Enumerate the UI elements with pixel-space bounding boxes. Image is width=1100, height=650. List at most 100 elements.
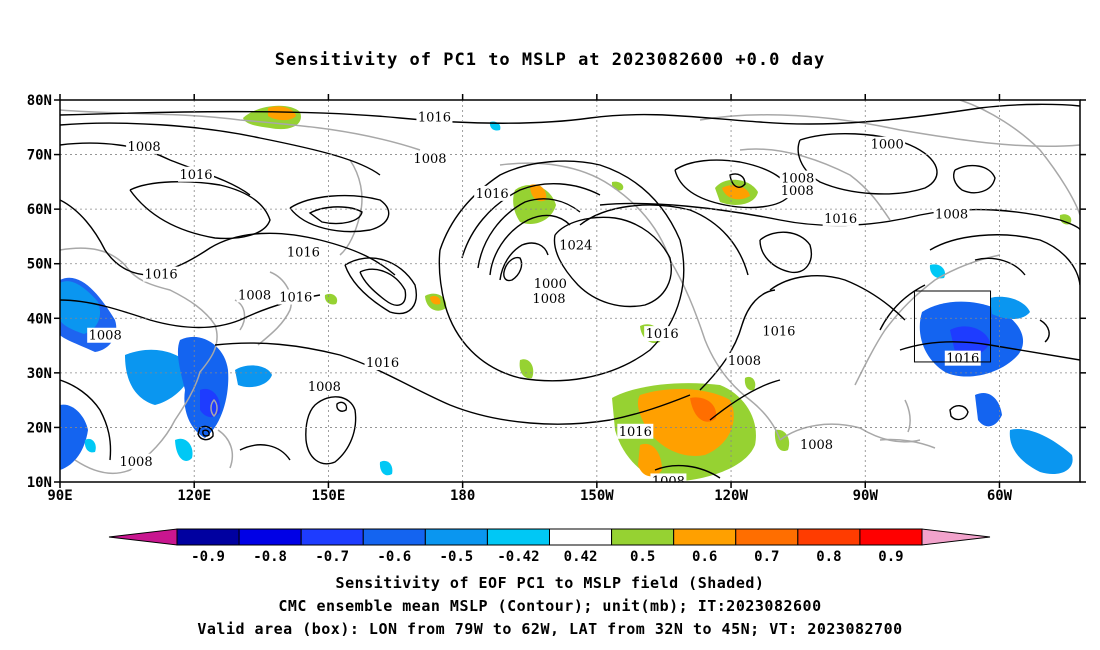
coastline-florida (904, 399, 911, 433)
colorbar-segment (424, 528, 488, 546)
contour-line (899, 341, 1080, 361)
contour-label: 1016 (279, 291, 312, 306)
shade-blob (324, 293, 338, 305)
caption-contour: CMC ensemble mean MSLP (Contour); unit(m… (278, 597, 822, 615)
lat-label: 50N (27, 257, 52, 273)
colorbar: -0.9 -0.8 -0.7 -0.6 -0.5 -0.42 0.42 0.5 0.6 0.7 0.… (108, 528, 991, 565)
contour-line (60, 199, 396, 276)
colorbar-segment (797, 528, 861, 546)
contour-label-bg (285, 244, 322, 260)
contour-label-bg (143, 266, 180, 282)
shade-blob (84, 438, 96, 453)
colorbar-label: 0.8 (816, 549, 841, 565)
contour-label-bg (236, 287, 273, 303)
shade-blob (235, 365, 272, 388)
contour-label-bg (118, 453, 155, 469)
coastline-arctic-na (699, 114, 1080, 148)
colorbar-segment (362, 528, 426, 546)
coastline-hudson (739, 148, 891, 221)
contour-line (769, 275, 906, 321)
contour-label: 1008 (413, 152, 446, 167)
lon-label: 90W (853, 488, 879, 504)
lat-label: 10N (27, 475, 52, 491)
lat-label: 30N (27, 366, 52, 382)
colorbar-label: -0.42 (497, 549, 539, 565)
contour-label-bg (617, 423, 654, 439)
lat-label: 40N (27, 311, 52, 327)
colorbar-segment (611, 528, 675, 546)
shading-positive (243, 105, 1072, 482)
lat-label: 20N (27, 420, 52, 436)
colorbar-label: 0.9 (878, 549, 903, 565)
contour-line (308, 206, 363, 225)
contour-label: 1016 (366, 356, 399, 371)
contour-line (60, 294, 321, 329)
colorbar-segment (735, 528, 799, 546)
contour-label-bg (869, 136, 906, 152)
contour-line (599, 202, 1080, 231)
contour-line (344, 257, 417, 315)
contour-label-bg (530, 291, 567, 307)
contour-line (949, 405, 969, 421)
chart-title: Sensitivity of PC1 to MSLP at 2023082600… (274, 50, 826, 70)
contour-label-bg (644, 326, 681, 342)
lon-label: 120W (714, 488, 748, 504)
colorbar-label: -0.6 (377, 549, 411, 565)
contour-label: 1008 (652, 474, 685, 489)
caption-valid-area: Valid area (box): LON from 79W to 62W, L… (197, 620, 903, 638)
valid-area-box (913, 290, 992, 363)
shade-blob (200, 388, 221, 418)
shade-blob (722, 185, 750, 200)
contour-line (477, 198, 581, 269)
contour-label-bg (416, 109, 453, 125)
contour-label-bg (779, 170, 816, 186)
colorbar-segment (859, 528, 923, 546)
contour-line (553, 216, 672, 308)
contour-label-bg (779, 183, 816, 199)
coastline-na-east (854, 254, 1001, 386)
colorbar-label: 0.5 (630, 549, 655, 565)
contour-label-bg (933, 206, 970, 222)
shade-blob (60, 404, 88, 470)
contour-label: 1008 (238, 288, 271, 303)
shade-blob (1009, 429, 1073, 475)
colorbar-segment (486, 528, 550, 546)
contour-label: 1016 (946, 352, 979, 367)
contour-line (953, 164, 996, 194)
shade-blob (175, 438, 193, 461)
lat-label: 60N (27, 202, 52, 218)
shade-blob (125, 349, 191, 405)
contour-label-bg (306, 379, 343, 395)
contour-label-bg (760, 323, 797, 339)
colorbar-label: -0.8 (253, 549, 287, 565)
contour-label: 1000 (871, 138, 904, 153)
coastline-na-west (669, 259, 781, 441)
contour-label: 1016 (418, 110, 451, 125)
contour-label: 1008 (781, 184, 814, 199)
contour-line (709, 379, 781, 421)
colorbar-segment (300, 528, 364, 546)
contour-label-bg (726, 352, 763, 368)
contour-line (336, 401, 348, 412)
contour-label: 1000 (534, 277, 567, 292)
contour-label: 1024 (559, 239, 592, 254)
shade-blob (990, 296, 1030, 319)
contour-line (197, 425, 214, 441)
colorbar-label: -0.7 (315, 549, 349, 565)
shade-blob (975, 392, 1002, 427)
contour-label-bg (822, 210, 859, 226)
contour-label: 1008 (800, 438, 833, 453)
shade-blob (690, 397, 717, 422)
colorbar-label: 0.42 (564, 549, 598, 565)
colorbar-high-arrow (921, 528, 991, 546)
contour-line (1039, 319, 1050, 343)
colorbar-segment (176, 528, 240, 546)
shade-blob (519, 359, 534, 379)
contour-label: 1016 (476, 187, 509, 202)
shade-blob (638, 443, 662, 477)
contour-label-bg (557, 237, 594, 253)
shade-blob (379, 460, 393, 476)
coastline-japan (257, 271, 292, 346)
